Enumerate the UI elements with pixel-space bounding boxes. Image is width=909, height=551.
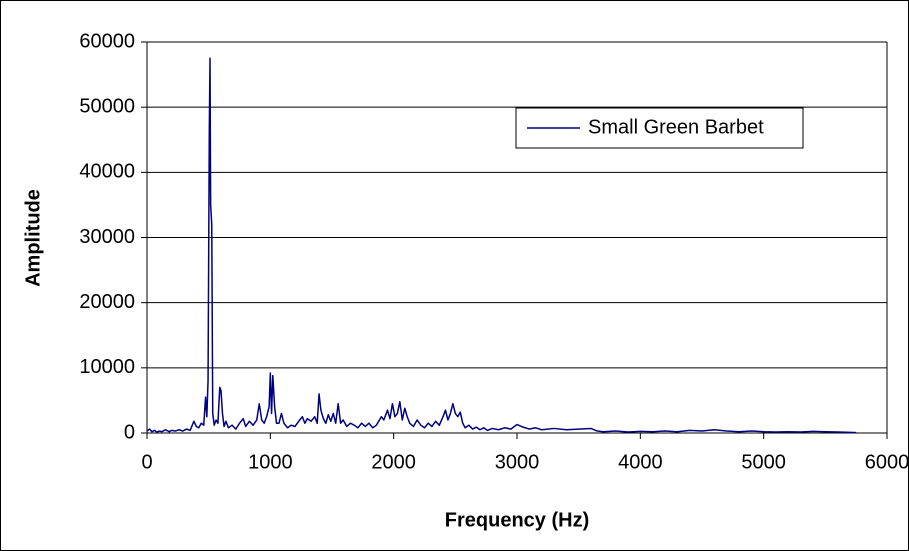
x-tick-label: 5000 bbox=[741, 451, 786, 473]
x-tick-label: 6000 bbox=[865, 451, 909, 473]
y-tick-label: 40000 bbox=[79, 161, 135, 183]
x-tick-label: 0 bbox=[141, 451, 152, 473]
y-tick-label: 60000 bbox=[79, 30, 135, 52]
x-tick-label: 4000 bbox=[618, 451, 663, 473]
legend-label: Small Green Barbet bbox=[588, 116, 764, 138]
y-tick-label: 0 bbox=[124, 421, 135, 443]
y-tick-label: 20000 bbox=[79, 291, 135, 313]
x-tick-label: 3000 bbox=[495, 451, 540, 473]
x-tick-label: 1000 bbox=[248, 451, 293, 473]
y-axis-title: Amplitude bbox=[22, 189, 44, 287]
x-tick-label: 2000 bbox=[371, 451, 416, 473]
y-tick-label: 30000 bbox=[79, 226, 135, 248]
y-tick-label: 10000 bbox=[79, 356, 135, 378]
data-line bbox=[146, 57, 857, 434]
x-axis-title: Frequency (Hz) bbox=[445, 509, 589, 531]
y-tick-label: 50000 bbox=[79, 95, 135, 117]
